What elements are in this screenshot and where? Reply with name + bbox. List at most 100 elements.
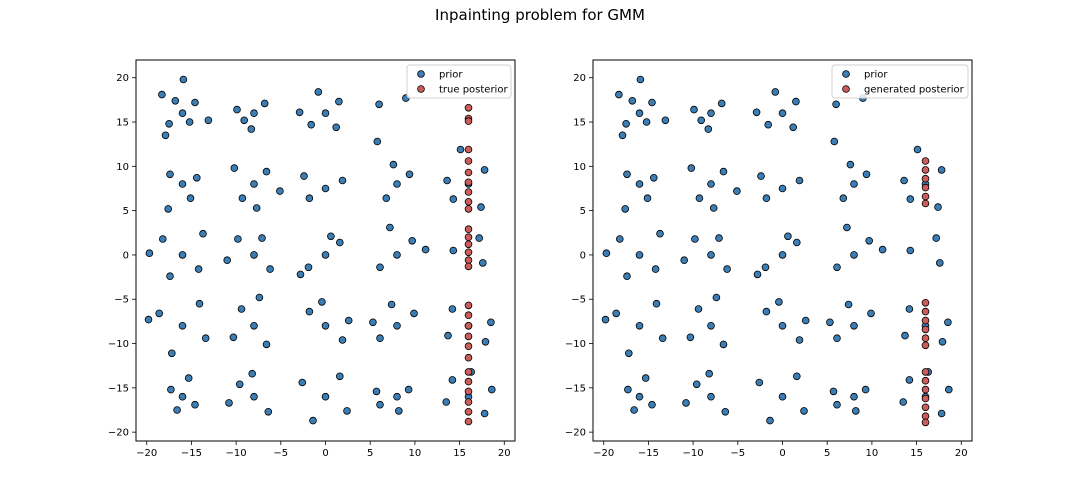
data-point xyxy=(800,407,808,415)
data-point xyxy=(240,116,249,125)
data-point xyxy=(178,180,187,188)
data-point xyxy=(338,336,347,344)
data-point xyxy=(464,198,473,206)
data-point xyxy=(795,336,804,344)
data-point xyxy=(921,394,930,403)
data-point xyxy=(233,105,241,114)
data-point xyxy=(792,372,801,381)
x-tick-label: −10 xyxy=(226,448,247,459)
data-point xyxy=(707,321,715,330)
y-tick-label: −5 xyxy=(114,295,129,306)
data-point xyxy=(373,137,382,146)
chart-panel-1: −20 −15 −10 −5 0 5 10 15 20 −20 −15 −10 −5 0 5 10 15 20 pr… xyxy=(108,59,516,459)
data-point xyxy=(921,334,930,343)
data-point xyxy=(715,234,723,242)
data-point xyxy=(338,176,347,185)
data-point xyxy=(921,403,930,412)
data-point xyxy=(707,109,715,117)
data-point xyxy=(258,234,266,242)
data-point xyxy=(621,205,629,213)
data-point xyxy=(393,392,401,401)
legend-label: generated posterior xyxy=(864,85,965,96)
data-point xyxy=(623,272,631,281)
data-point xyxy=(307,120,316,129)
data-point xyxy=(935,259,944,267)
data-point xyxy=(464,225,473,234)
x-tick-label: −5 xyxy=(730,448,745,459)
data-point xyxy=(618,131,627,140)
data-point xyxy=(321,184,330,193)
data-point xyxy=(230,164,239,172)
data-point xyxy=(167,385,175,394)
data-point xyxy=(464,342,473,351)
data-point xyxy=(389,160,398,169)
data-point xyxy=(766,416,774,425)
data-point xyxy=(905,305,914,313)
data-point xyxy=(723,265,731,273)
x-tick-label: 20 xyxy=(498,448,511,459)
data-point xyxy=(250,109,258,117)
data-point xyxy=(901,331,909,340)
data-point xyxy=(178,109,187,117)
data-point xyxy=(944,385,953,394)
data-point xyxy=(906,195,915,203)
data-point xyxy=(622,120,630,128)
data-point xyxy=(475,234,484,242)
data-point xyxy=(250,392,258,401)
data-point xyxy=(691,235,699,243)
data-point xyxy=(921,199,930,208)
data-point xyxy=(826,318,834,327)
data-point xyxy=(865,237,873,245)
x-tick-label: 10 xyxy=(866,448,879,459)
data-point xyxy=(921,325,930,334)
data-point xyxy=(867,309,875,318)
data-point xyxy=(661,116,670,125)
data-point xyxy=(480,409,489,418)
data-point xyxy=(921,316,930,325)
data-point xyxy=(300,172,308,180)
data-point xyxy=(464,262,473,271)
data-point xyxy=(321,392,330,401)
data-point xyxy=(761,263,770,272)
data-point xyxy=(697,116,705,125)
data-point xyxy=(145,249,154,258)
data-point xyxy=(921,166,930,174)
data-point xyxy=(235,380,244,389)
data-point xyxy=(464,398,473,406)
data-point xyxy=(686,333,695,342)
data-point xyxy=(247,125,256,133)
legend-marker xyxy=(842,85,850,93)
legend-label: true posterior xyxy=(439,85,508,96)
x-tick-label: 20 xyxy=(955,448,968,459)
y-tick-label: −15 xyxy=(565,383,586,394)
data-point xyxy=(405,170,414,179)
data-point xyxy=(464,377,473,386)
data-point xyxy=(778,251,787,259)
axes-frame xyxy=(592,59,973,442)
y-tick-label: 0 xyxy=(580,250,586,261)
data-point xyxy=(369,318,377,327)
data-point xyxy=(464,104,473,112)
data-point xyxy=(601,315,610,324)
data-point xyxy=(833,263,841,272)
legend: prior true posterior xyxy=(406,64,512,99)
data-point xyxy=(921,412,930,421)
data-point xyxy=(375,100,383,109)
data-point xyxy=(649,174,658,182)
data-point xyxy=(410,309,418,318)
data-point xyxy=(305,307,314,316)
y-tick-label: −15 xyxy=(108,383,129,394)
data-point xyxy=(309,416,317,425)
data-point xyxy=(921,174,930,183)
data-point xyxy=(719,340,728,349)
data-point xyxy=(464,240,473,249)
data-point xyxy=(185,118,194,126)
data-point xyxy=(704,125,713,133)
data-point xyxy=(771,88,780,96)
data-point xyxy=(846,160,855,169)
data-point xyxy=(155,309,164,318)
data-point xyxy=(615,235,624,243)
data-point xyxy=(158,90,166,99)
data-point xyxy=(652,299,661,308)
